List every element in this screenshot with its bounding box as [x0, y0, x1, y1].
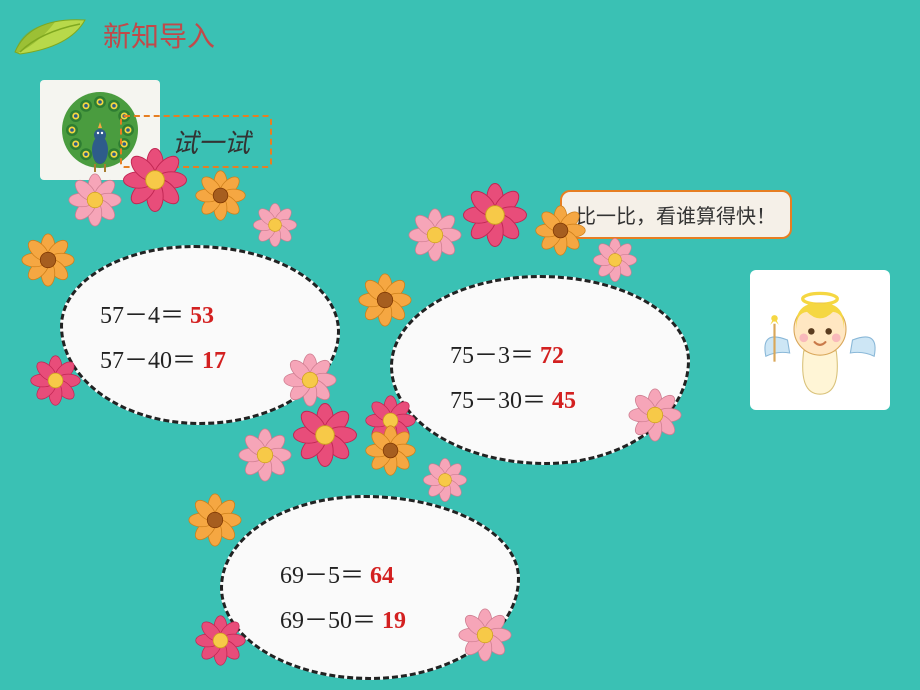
answer: 72 [540, 343, 564, 369]
equation: 69－50＝19 [280, 600, 406, 635]
flower-icon [251, 201, 299, 249]
leaf-icon [10, 12, 95, 57]
flower-icon [193, 168, 248, 223]
flower-icon [591, 236, 639, 284]
header: 新知导入 [10, 12, 215, 57]
equation-group-3: 69－5＝64 69－50＝19 [280, 555, 406, 645]
answer: 17 [202, 348, 226, 374]
equation: 57－40＝17 [100, 340, 226, 375]
flower-icon [236, 426, 294, 484]
tip-text: 比一比，看谁算得快！ [576, 200, 776, 229]
equation: 69－5＝64 [280, 555, 406, 590]
flower-icon [460, 180, 530, 250]
equation: 75－3＝72 [450, 335, 576, 370]
equation-group-1: 57－4＝53 57－40＝17 [100, 295, 226, 385]
angel-image [750, 270, 890, 410]
flower-icon [66, 171, 124, 229]
flower-icon [533, 203, 588, 258]
equation-group-2: 75－3＝72 75－30＝45 [450, 335, 576, 425]
flower-icon [456, 606, 514, 664]
flower-icon [626, 386, 684, 444]
answer: 64 [370, 563, 394, 589]
flower-icon [356, 271, 414, 329]
flower-icon [406, 206, 464, 264]
flower-icon [28, 353, 83, 408]
flower-icon [186, 491, 244, 549]
flower-icon [421, 456, 469, 504]
equation: 75－30＝45 [450, 380, 576, 415]
flower-icon [120, 145, 190, 215]
flower-icon [193, 613, 248, 668]
answer: 45 [552, 388, 576, 414]
flower-icon [363, 423, 418, 478]
tip-box: 比一比，看谁算得快！ [560, 190, 792, 239]
page-title: 新知导入 [103, 15, 215, 55]
answer: 53 [190, 303, 214, 329]
flower-icon [19, 231, 77, 289]
answer: 19 [382, 608, 406, 634]
equation: 57－4＝53 [100, 295, 226, 330]
flower-icon [290, 400, 360, 470]
